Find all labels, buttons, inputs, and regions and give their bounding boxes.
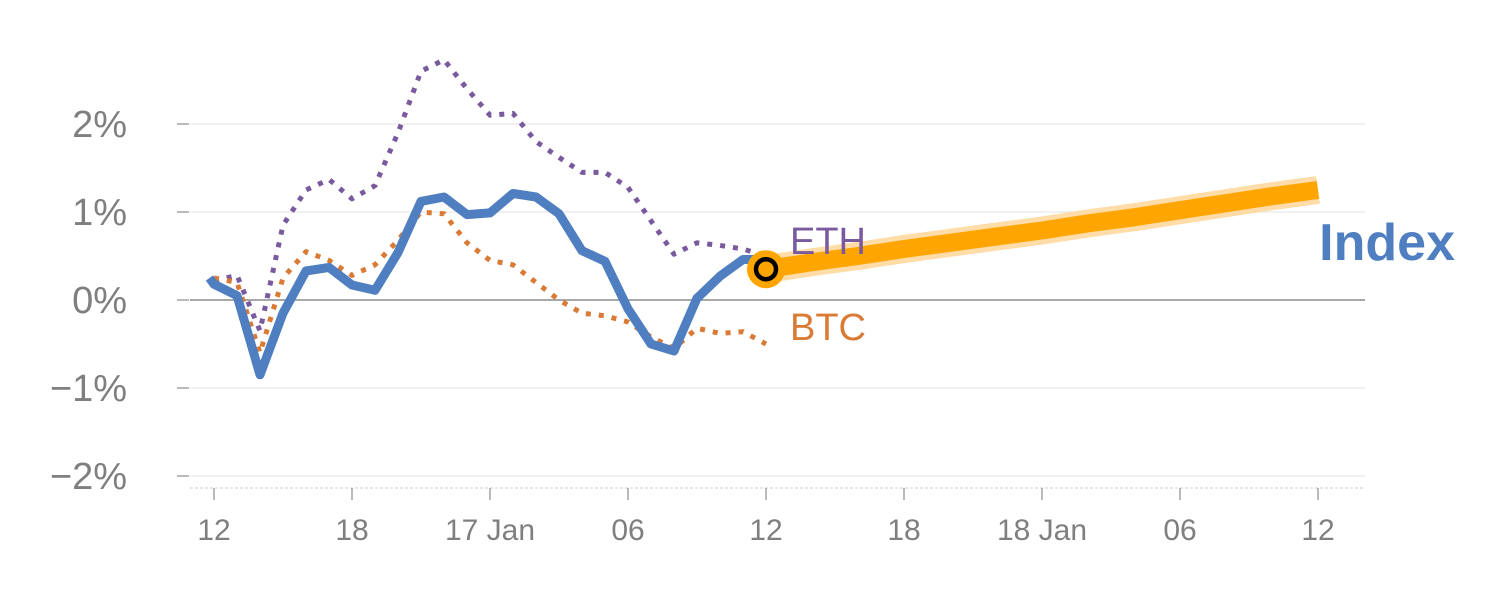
series-layer [205,57,1320,380]
y-tick-label: 2% [72,104,127,146]
x-tick-label: 17 Jan [445,514,535,547]
x-tick-label: 18 Jan [997,514,1087,547]
x-tick-label: 18 [887,514,920,547]
series-line-btc [213,209,768,356]
series-label-index: Index [1319,214,1455,272]
x-tick-label: 06 [611,514,644,547]
x-tick-label: 06 [1163,514,1196,547]
y-tick-label: 0% [72,280,127,322]
axis-layer: 2% 1% 0% −1% −2% 12 18 17 Jan 06 12 18 18 Jan 06 12 [50,104,1365,547]
x-tick-label: 12 [749,514,782,547]
series-line-eth [213,57,767,334]
current-point-marker [747,250,785,289]
label-layer: ETH BTC Index [790,214,1455,349]
grid-layer [190,123,1365,477]
y-tick-label: −2% [50,456,127,498]
current-point-ring [753,256,779,282]
x-tick-label: 18 [335,514,368,547]
x-tick-label: 12 [1301,514,1334,547]
forecast-band [764,181,1320,279]
y-tick-label: −1% [50,368,127,410]
series-line-index [205,189,762,380]
series-label-eth: ETH [790,221,866,263]
series-label-btc: BTC [790,307,866,349]
x-tick-label: 12 [197,514,230,547]
y-tick-label: 1% [72,192,127,234]
